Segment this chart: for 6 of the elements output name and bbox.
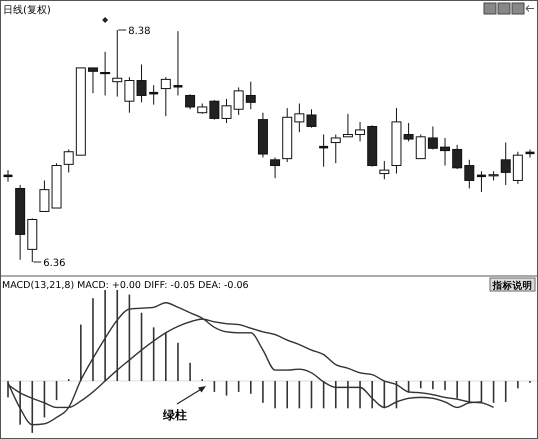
chart-title: 日线(复权) bbox=[3, 4, 51, 16]
annotation: 绿柱 bbox=[162, 408, 187, 422]
chart-title: MACD(13,21,8) MACD: +0.00 DIFF: -0.05 DEA: -0.06 bbox=[2, 280, 249, 291]
annotation: 指标说明 bbox=[492, 280, 532, 292]
annotation: 6.36 bbox=[43, 258, 66, 269]
annotation: 8.38 bbox=[128, 26, 151, 37]
